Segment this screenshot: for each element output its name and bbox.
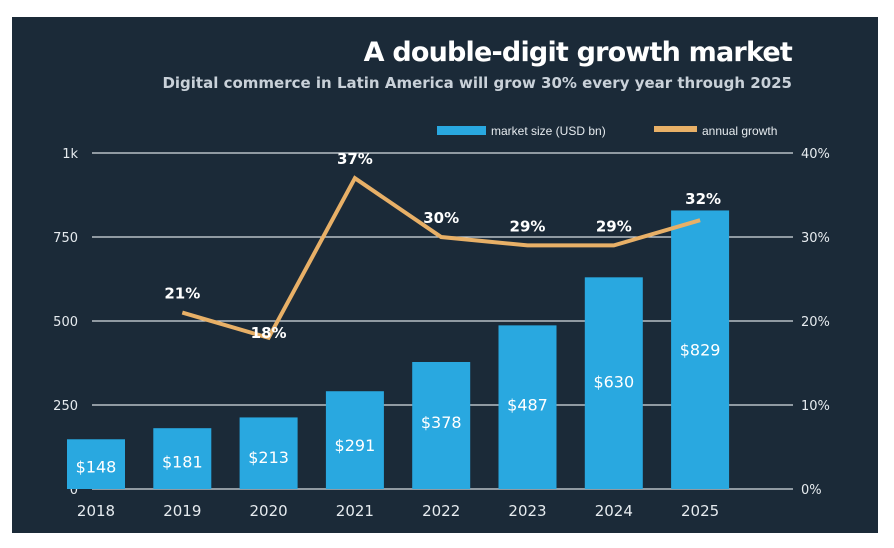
x-tick-label-2018: 2018: [77, 502, 115, 520]
x-tick-label-2023: 2023: [508, 502, 546, 520]
y-left-tick-label: 750: [53, 231, 78, 246]
bar-2023: [498, 325, 557, 489]
y-left-tick-label: 250: [53, 399, 78, 414]
growth-label-2023: 29%: [510, 217, 546, 235]
legend-label-annual-growth: annual growth: [702, 124, 777, 138]
y-axis-right: 0% 10% 20% 30% 40%: [801, 147, 830, 498]
growth-label-2022: 30%: [423, 209, 459, 227]
bar-2022: [412, 361, 471, 489]
x-axis: 2018 2019 2020 2021 2022 2023 2024 2025: [77, 502, 719, 520]
y-right-tick-label: 20%: [801, 315, 830, 330]
growth-label-2024: 29%: [596, 217, 632, 235]
y-axis-left: 0 250 500 750 1k: [53, 147, 78, 498]
bar-2020: [239, 417, 298, 489]
growth-line: [181, 175, 701, 341]
bars: [67, 210, 730, 489]
legend-swatch-market-size: [437, 126, 486, 135]
chart-title: A double-digit growth market: [364, 37, 793, 68]
legend-label-market-size: market size (USD bn): [491, 124, 606, 138]
y-left-tick-label: 500: [53, 315, 78, 330]
bar-label-2022: $378: [421, 413, 462, 432]
bar-labels: $148 $181 $213 $291 $378 $487 $630 $829: [76, 340, 721, 476]
bar-2021: [325, 391, 384, 489]
bar-2019: [153, 428, 212, 489]
bar-2025: [671, 210, 730, 489]
bar-2018: [67, 439, 125, 489]
chart-svg: A double-digit growth market Digital com…: [53, 37, 830, 520]
x-tick-label-2019: 2019: [163, 502, 201, 520]
bar-2024: [584, 277, 643, 489]
bar-label-2020: $213: [248, 448, 289, 467]
growth-label-2019: 21%: [164, 285, 200, 303]
chart-subtitle: Digital commerce in Latin America will g…: [162, 74, 792, 92]
x-tick-label-2024: 2024: [595, 502, 633, 520]
bar-label-2024: $630: [593, 372, 634, 391]
legend-swatch-annual-growth: [654, 126, 697, 132]
y-left-tick-label: 1k: [62, 147, 78, 162]
x-tick-label-2021: 2021: [336, 502, 374, 520]
growth-label-2020: 18%: [251, 324, 287, 342]
y-left-tick-label: 0: [70, 483, 78, 498]
chart-panel: A double-digit growth market Digital com…: [12, 17, 878, 533]
growth-label-2021: 37%: [337, 150, 373, 168]
x-tick-label-2025: 2025: [681, 502, 719, 520]
legend: market size (USD bn) annual growth: [437, 124, 777, 138]
bar-label-2025: $829: [680, 340, 721, 359]
growth-label-2025: 32%: [685, 190, 721, 208]
bar-label-2023: $487: [507, 395, 548, 414]
growth-line-path: [181, 175, 701, 341]
bar-label-2021: $291: [335, 436, 376, 455]
x-tick-label-2020: 2020: [250, 502, 288, 520]
y-right-tick-label: 10%: [801, 399, 830, 414]
bar-label-2019: $181: [162, 453, 203, 472]
x-tick-label-2022: 2022: [422, 502, 460, 520]
y-right-tick-label: 30%: [801, 231, 830, 246]
y-right-tick-label: 0%: [801, 483, 822, 498]
growth-labels: 21% 18% 37% 30% 29% 29% 32%: [164, 150, 721, 342]
bar-label-2018: $148: [76, 458, 117, 477]
y-right-tick-label: 40%: [801, 147, 830, 162]
